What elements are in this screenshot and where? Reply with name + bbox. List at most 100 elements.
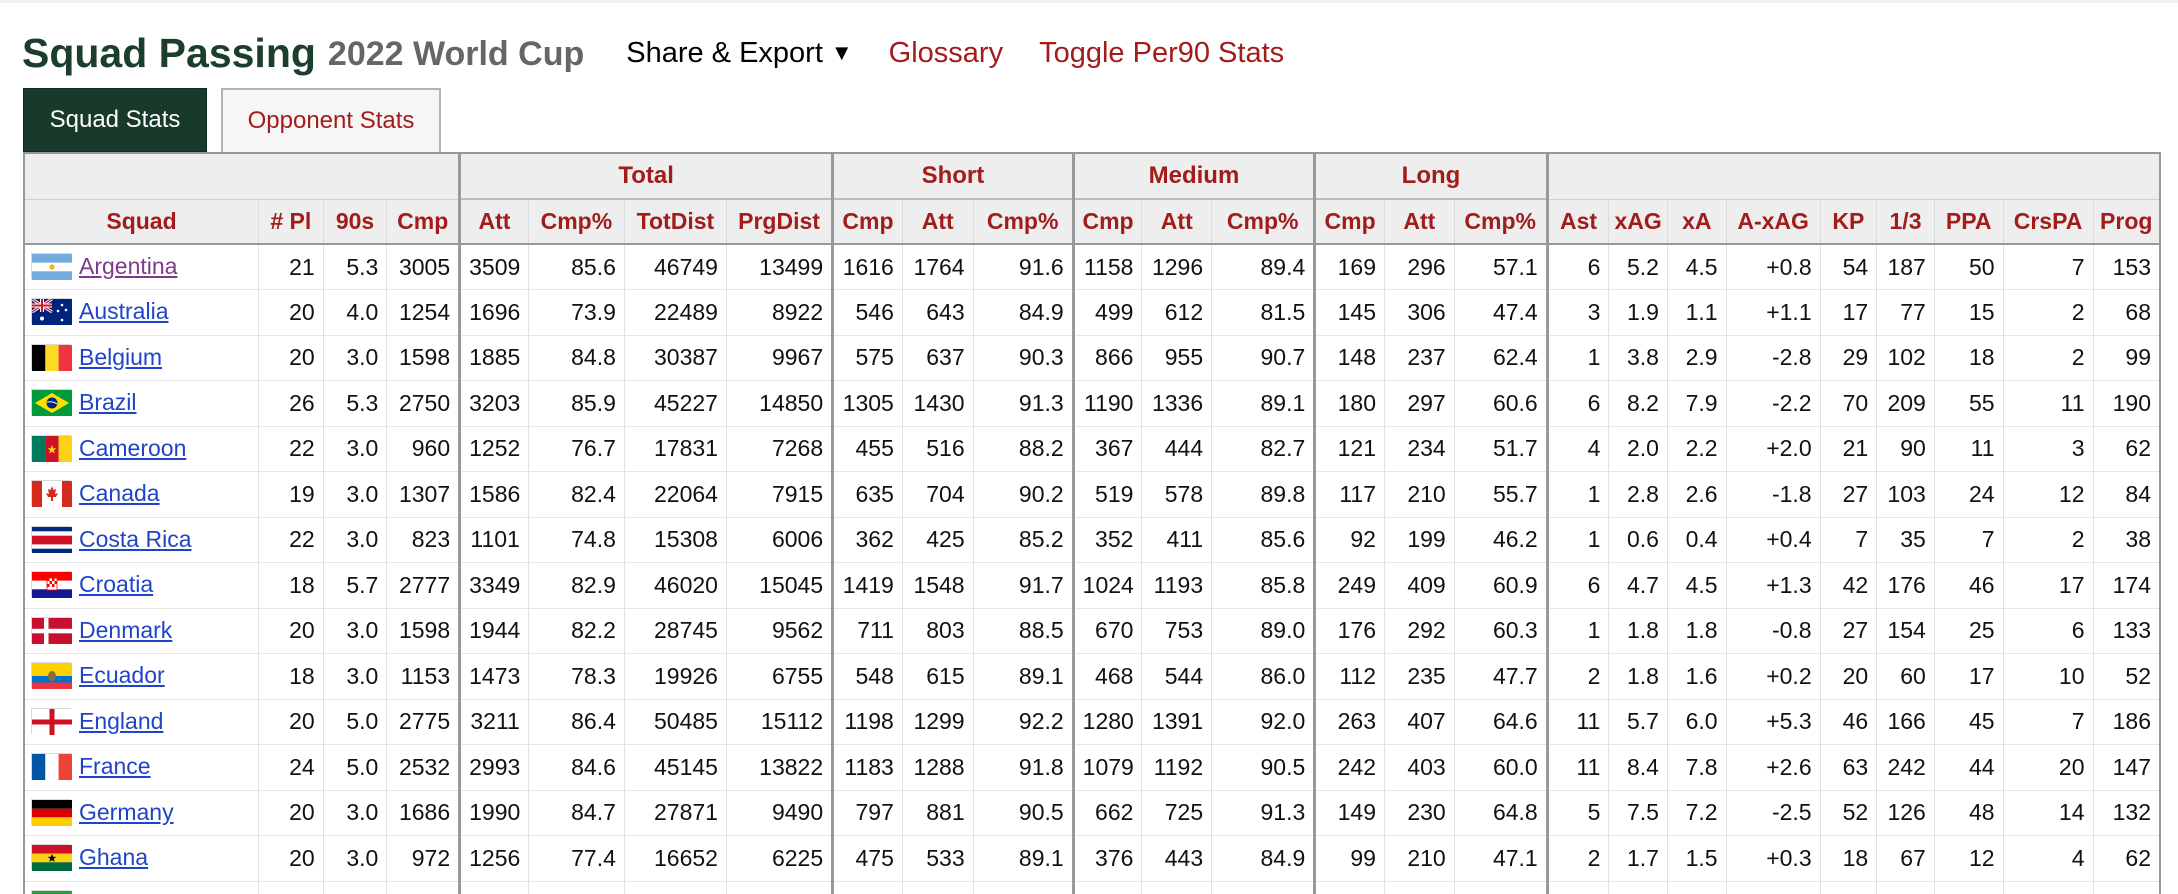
team-link[interactable]: England: [79, 707, 164, 734]
table-row: Belgium 20 3.0 1598 1885 84.8 30387 9967 575 637 9…: [24, 335, 2161, 381]
cell-players: 21: [258, 244, 324, 290]
cell-medium-att: 955: [1141, 335, 1213, 381]
cell-xag: 8.2: [1608, 380, 1668, 427]
cell-short-cmp-pct: 88.5: [973, 608, 1075, 654]
col-header-xa[interactable]: xA: [1667, 199, 1727, 245]
cell-ppa: 45: [1934, 699, 2004, 745]
cell-medium-cmp: 367: [1073, 426, 1143, 472]
cell-xag: 5.7: [1608, 699, 1668, 745]
team-link[interactable]: Costa Rica: [79, 525, 192, 552]
cell-total-cmp: 2532: [386, 744, 462, 791]
cell-medium-att: 1193: [1141, 562, 1213, 609]
cell-totdist: 46020: [624, 562, 727, 609]
team-link[interactable]: Germany: [79, 798, 174, 825]
col-header-long-cmp-pct[interactable]: Cmp%: [1454, 199, 1549, 245]
col-header-short-cmp-pct[interactable]: Cmp%: [973, 199, 1075, 245]
cell-prgdist: 9490: [726, 790, 835, 836]
col-header-kp[interactable]: KP: [1820, 199, 1878, 245]
col-header-prgdist[interactable]: PrgDist: [726, 199, 835, 245]
cell-short-att: 803: [902, 608, 974, 654]
cell-long-cmp: 148: [1314, 335, 1385, 381]
cell-90s: [323, 881, 388, 894]
col-header-long-att[interactable]: Att: [1384, 199, 1455, 245]
col-header-final-third[interactable]: 1/3: [1876, 199, 1935, 245]
col-header-medium-cmp-pct[interactable]: Cmp%: [1211, 199, 1317, 245]
team-link[interactable]: Belgium: [79, 343, 163, 370]
glossary-link[interactable]: Glossary: [888, 36, 1004, 69]
col-header-crspa[interactable]: CrsPA: [2003, 199, 2094, 245]
col-header-totdist[interactable]: TotDist: [624, 199, 727, 245]
toggle-per90-link[interactable]: Toggle Per90 Stats: [1039, 36, 1285, 69]
cell-total-att: 1885: [459, 335, 529, 381]
col-header-short-att[interactable]: Att: [902, 199, 974, 245]
cell-players: 18: [258, 653, 324, 700]
cell-final-third: 90: [1876, 426, 1935, 472]
cell-short-cmp-pct: 89.1: [973, 653, 1075, 700]
cell-a-xag: -0.8: [1726, 608, 1821, 654]
cell-a-xag: +0.2: [1726, 653, 1821, 700]
col-header-a-xag[interactable]: A-xAG: [1726, 199, 1821, 245]
cell-long-cmp-pct: 47.1: [1454, 835, 1549, 882]
cell-total-att: 2993: [459, 744, 529, 791]
team-link[interactable]: France: [79, 753, 151, 780]
cell-long-att: 306: [1384, 289, 1455, 336]
cell-total-cmp: 1598: [386, 335, 462, 381]
argentina-flag-icon: [31, 252, 72, 280]
cell-prgdist: 7915: [726, 471, 835, 518]
cell-xag: 7.5: [1608, 790, 1668, 836]
col-header-prog[interactable]: Prog: [2093, 199, 2161, 245]
cell-90s: 3.0: [323, 608, 388, 654]
col-header-xag[interactable]: xAG: [1608, 199, 1668, 245]
team-link[interactable]: Cameroon: [79, 434, 187, 461]
share-export-menu[interactable]: Share & Export ▼: [626, 37, 852, 70]
brazil-flag-icon: [31, 389, 72, 417]
col-header-players[interactable]: # Pl: [258, 199, 324, 245]
cell-players: 22: [258, 426, 324, 472]
col-header-90s[interactable]: 90s: [323, 199, 388, 245]
cell-short-att: 516: [902, 426, 974, 472]
cell-short-cmp: 546: [832, 289, 903, 336]
cell-long-cmp-pct: 64.8: [1454, 790, 1549, 836]
cell-short-cmp-pct: 89.1: [973, 835, 1075, 882]
team-link[interactable]: Ghana: [79, 844, 149, 871]
cell-total-cmp-pct: 85.6: [528, 244, 625, 290]
cell-total-cmp-pct: 82.9: [528, 562, 625, 609]
team-link[interactable]: Brazil: [79, 389, 137, 416]
team-link[interactable]: Australia: [79, 298, 169, 325]
cell-a-xag: [1726, 881, 1821, 894]
tab-squad-stats[interactable]: Squad Stats: [23, 88, 207, 152]
team-link[interactable]: Argentina: [79, 253, 178, 280]
cell-crspa: [2003, 881, 2094, 894]
table-body: Argentina 21 5.3 3005 3509 85.6 46749 13499 1616…: [24, 244, 2161, 894]
tab-opponent-stats[interactable]: Opponent Stats: [221, 88, 441, 152]
cell-a-xag: -2.8: [1726, 335, 1821, 381]
cell-totdist: 46749: [624, 244, 727, 290]
col-header-total-att[interactable]: Att: [459, 199, 529, 245]
team-link[interactable]: Ecuador: [79, 662, 165, 689]
cell-a-xag: -1.8: [1726, 471, 1821, 518]
col-header-squad[interactable]: Squad: [24, 199, 259, 245]
cell-short-cmp: 797: [832, 790, 903, 836]
cell-prog: 38: [2093, 517, 2161, 563]
cell-short-cmp-pct: 91.6: [973, 244, 1075, 290]
col-header-medium-att[interactable]: Att: [1141, 199, 1213, 245]
cell-xag: 1.7: [1608, 835, 1668, 882]
col-header-total-cmp[interactable]: Cmp: [386, 199, 462, 245]
col-header-ppa[interactable]: PPA: [1934, 199, 2004, 245]
table-row: Croatia 18 5.7 2777 3349 82.9 46020 15045 1419 15…: [24, 562, 2161, 609]
col-header-total-cmp-pct[interactable]: Cmp%: [528, 199, 625, 245]
cell-total-att: 1256: [459, 835, 529, 882]
team-link[interactable]: Canada: [79, 480, 160, 507]
team-link[interactable]: Denmark: [79, 616, 173, 643]
cell-final-third: 154: [1876, 608, 1935, 654]
cell-xa: 0.4: [1667, 517, 1727, 563]
col-header-long-cmp[interactable]: Cmp: [1314, 199, 1385, 245]
cell-ppa: 48: [1934, 790, 2004, 836]
cell-long-cmp: 112: [1314, 653, 1385, 700]
cell-medium-cmp-pct: 82.7: [1211, 426, 1317, 472]
col-header-ast[interactable]: Ast: [1547, 199, 1610, 245]
col-header-medium-cmp[interactable]: Cmp: [1073, 199, 1143, 245]
team-link[interactable]: Croatia: [79, 571, 154, 598]
cell-short-cmp: 548: [832, 653, 903, 700]
col-header-short-cmp[interactable]: Cmp: [832, 199, 903, 245]
